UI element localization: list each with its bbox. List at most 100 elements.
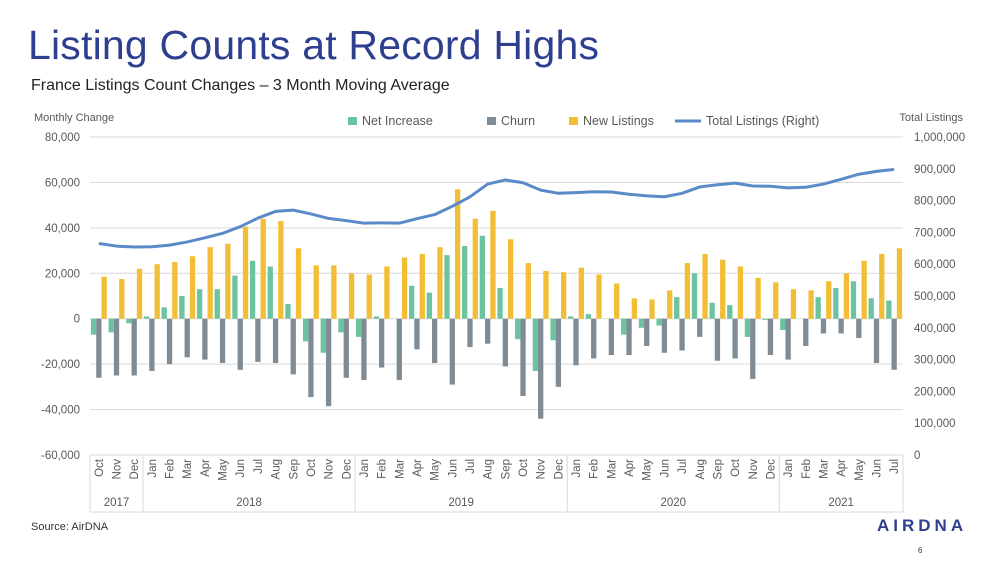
net-increase-bar	[815, 297, 821, 319]
page-number: 6	[918, 546, 923, 555]
month-tick-label: Apr	[200, 459, 212, 477]
right-axis-label: Total Listings	[899, 112, 963, 124]
month-tick-label: Dec	[341, 459, 353, 480]
month-tick-label: Apr	[412, 459, 424, 477]
chart-subtitle: France Listings Count Changes – 3 Month …	[31, 77, 450, 94]
legend-label: Total Listings (Right)	[706, 114, 819, 128]
month-tick-label: Oct	[730, 458, 742, 477]
churn-bar	[414, 318, 420, 350]
net-increase-bar	[249, 260, 256, 319]
net-increase-bar	[462, 246, 468, 319]
left-tick-label: -40,000	[41, 405, 80, 417]
new-listings-bar	[702, 253, 708, 319]
churn-bar	[608, 318, 615, 356]
new-listings-bar	[649, 299, 655, 319]
left-tick-label: -60,000	[41, 450, 80, 462]
churn-bar	[396, 318, 402, 381]
month-tick-label: May	[854, 459, 866, 481]
new-listings-bar	[242, 226, 249, 319]
new-listings-bar	[260, 218, 266, 319]
churn-bar	[290, 318, 296, 375]
new-listings-bar	[419, 253, 425, 319]
new-listings-bar	[790, 289, 797, 319]
new-listings-bar	[614, 283, 620, 319]
net-increase-bar	[497, 288, 503, 319]
churn-bar	[714, 318, 721, 361]
month-tick-label: Oct	[518, 458, 530, 477]
net-increase-bar	[656, 318, 662, 326]
net-increase-bar	[621, 318, 627, 335]
net-increase-bar	[638, 318, 645, 328]
month-tick-label: Oct	[94, 458, 106, 477]
month-tick-label: Mar	[394, 459, 406, 479]
new-listings-bar	[172, 261, 178, 319]
churn-bar	[838, 318, 844, 334]
legend: Net Increase Churn New Listings Total Listi…	[348, 114, 819, 128]
month-tick-label: Aug	[695, 459, 707, 479]
month-tick-label: Nov	[748, 459, 760, 480]
net-increase-bar	[426, 292, 432, 319]
left-axis-label: Monthly Change	[34, 112, 114, 124]
net-increase-bar	[868, 298, 874, 319]
churn-bar	[820, 318, 827, 334]
month-tick-label: Jul	[889, 459, 901, 474]
month-tick-label: Mar	[606, 459, 618, 479]
new-listings-bar	[720, 259, 726, 319]
churn-bar	[591, 318, 597, 359]
new-listings-bar	[507, 239, 514, 319]
churn-bar	[449, 318, 455, 385]
net-increase-bar	[515, 318, 521, 340]
right-tick-label: 900,000	[914, 164, 956, 176]
month-tick-label: Jan	[147, 459, 159, 478]
new-listings-bar	[737, 266, 744, 319]
airdna-logo: AIRDNA	[877, 516, 968, 535]
right-tick-label: 1,000,000	[914, 132, 965, 144]
net-increase-bar	[568, 316, 574, 319]
new-listings-bar	[808, 290, 814, 319]
right-tick-label: 600,000	[914, 259, 956, 271]
churn-bar	[891, 318, 897, 370]
month-tick-label: May	[430, 459, 442, 481]
churn-bar	[237, 318, 243, 370]
month-tick-label: Sep	[712, 459, 724, 479]
new-listings-bar	[154, 264, 160, 319]
new-listings-bar	[331, 265, 337, 319]
new-listings-bar	[189, 256, 196, 319]
churn-bar	[467, 318, 473, 348]
churn-bar	[96, 318, 102, 378]
month-tick-label: Jun	[235, 459, 247, 478]
left-tick-label: 80,000	[45, 132, 80, 144]
month-tick-label: Dec	[553, 459, 565, 480]
churn-bar	[803, 318, 809, 346]
churn-bar	[308, 318, 314, 398]
legend-swatch	[569, 117, 578, 125]
month-tick-label: Apr	[624, 459, 636, 477]
churn-bar	[131, 318, 137, 376]
net-increase-bar	[90, 318, 97, 335]
slide-title: Listing Counts at Record Highs	[28, 22, 600, 68]
legend-label: Churn	[501, 114, 535, 128]
new-listings-bar	[225, 243, 231, 319]
churn-bar	[785, 318, 791, 360]
new-listings-bar	[278, 221, 284, 319]
right-tick-label: 200,000	[914, 386, 956, 398]
left-tick-label: 0	[74, 314, 80, 326]
legend-swatch	[348, 117, 357, 125]
net-increase-bar	[850, 281, 857, 319]
total-listings-line	[98, 167, 895, 249]
churn-bar	[520, 318, 526, 396]
new-listings-bar	[879, 253, 885, 319]
new-listings-bar	[596, 274, 602, 319]
month-tick-label: Oct	[306, 458, 318, 477]
net-increase-bar	[409, 285, 415, 319]
churn-bar	[361, 318, 367, 381]
net-increase-bar	[285, 303, 291, 319]
net-increase-bar	[479, 235, 486, 319]
churn-bar	[856, 318, 862, 339]
legend-swatch	[487, 117, 496, 125]
left-tick-label: 60,000	[45, 177, 80, 189]
churn-bar	[732, 318, 738, 359]
new-listings-bar	[454, 189, 461, 319]
legend-label: New Listings	[583, 114, 654, 128]
new-listings-bar	[755, 277, 761, 319]
